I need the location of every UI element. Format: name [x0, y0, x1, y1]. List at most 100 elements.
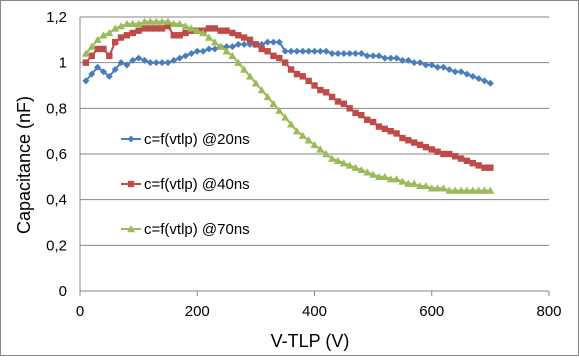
data-point	[422, 143, 430, 151]
x-axis-title: V-TLP (V)	[271, 331, 350, 351]
data-point	[117, 59, 125, 67]
data-point	[323, 89, 330, 96]
data-point	[140, 17, 149, 25]
series-3	[81, 17, 495, 194]
data-point	[281, 47, 289, 55]
data-point	[158, 59, 166, 67]
data-point	[147, 25, 154, 32]
data-point	[123, 61, 131, 69]
data-point	[340, 100, 348, 107]
data-point	[452, 153, 459, 160]
data-point	[451, 186, 460, 194]
data-point	[257, 86, 266, 94]
data-point	[88, 70, 96, 78]
data-point	[375, 123, 383, 130]
data-point	[416, 141, 424, 149]
data-point	[468, 186, 477, 194]
x-tick-label: 800	[536, 303, 561, 320]
data-point	[434, 148, 441, 155]
data-point	[334, 98, 342, 105]
data-point	[181, 22, 190, 30]
data-point	[146, 17, 155, 25]
data-point	[462, 186, 471, 194]
data-point	[439, 184, 448, 192]
data-point	[398, 177, 407, 185]
data-point	[106, 52, 113, 60]
y-tick-label: 0,4	[46, 192, 67, 209]
data-point	[281, 113, 290, 121]
data-point	[94, 45, 101, 53]
data-point	[369, 52, 377, 60]
data-point	[328, 154, 337, 162]
x-tick-label: 0	[76, 303, 84, 320]
y-tick-label: 0,2	[46, 237, 67, 254]
data-point	[187, 24, 196, 32]
data-point	[340, 50, 348, 58]
data-point	[292, 127, 301, 135]
data-point	[99, 68, 107, 76]
data-point	[140, 56, 148, 64]
data-point	[240, 65, 249, 73]
data-point	[440, 150, 447, 158]
data-point	[275, 38, 283, 46]
data-point	[264, 48, 271, 55]
data-point	[369, 118, 377, 126]
data-point	[487, 164, 494, 171]
legend-item: c=f(vtlp) @40ns	[121, 176, 250, 193]
legend-item: c=f(vtlp) @70ns	[121, 221, 250, 238]
data-point	[240, 40, 248, 48]
axes	[79, 17, 550, 296]
data-point	[486, 79, 494, 87]
data-point	[82, 77, 90, 85]
data-point	[405, 137, 412, 144]
data-point	[170, 56, 178, 64]
x-tick-label: 200	[185, 303, 210, 320]
y-tick-label: 1	[59, 55, 67, 72]
data-point	[317, 86, 324, 94]
data-point	[258, 45, 265, 53]
data-point	[135, 54, 143, 62]
data-point	[381, 54, 389, 62]
data-point	[100, 45, 107, 53]
data-point	[463, 70, 471, 78]
data-point	[305, 47, 313, 55]
data-point	[410, 139, 418, 146]
data-point	[352, 50, 360, 58]
data-point	[117, 34, 125, 41]
data-point	[129, 56, 137, 64]
data-point	[158, 17, 167, 25]
data-point	[234, 58, 243, 66]
data-point	[111, 24, 120, 32]
data-point	[199, 28, 208, 37]
data-point	[475, 75, 483, 83]
data-point	[346, 105, 353, 112]
data-point	[223, 27, 230, 34]
data-point	[105, 28, 114, 37]
data-point	[122, 19, 131, 28]
data-point	[105, 72, 113, 80]
data-point	[252, 41, 260, 48]
data-point	[316, 47, 324, 55]
y-tick-label: 0,6	[46, 146, 67, 163]
data-point	[281, 59, 289, 66]
data-point	[305, 77, 312, 85]
x-tick-label: 400	[302, 303, 327, 320]
data-point	[304, 136, 313, 144]
data-point	[299, 47, 307, 55]
data-point	[81, 49, 90, 57]
y-axis-title: Capacitance (nF)	[14, 96, 34, 234]
data-point	[434, 63, 442, 71]
data-point	[421, 181, 430, 190]
series-group	[81, 17, 495, 194]
data-point	[235, 32, 242, 39]
data-point	[357, 165, 366, 174]
data-point	[164, 59, 172, 67]
data-point	[328, 93, 336, 101]
data-point	[293, 47, 301, 55]
data-point	[481, 164, 488, 171]
data-point	[152, 17, 161, 25]
data-point	[346, 50, 354, 58]
data-point	[175, 19, 184, 28]
